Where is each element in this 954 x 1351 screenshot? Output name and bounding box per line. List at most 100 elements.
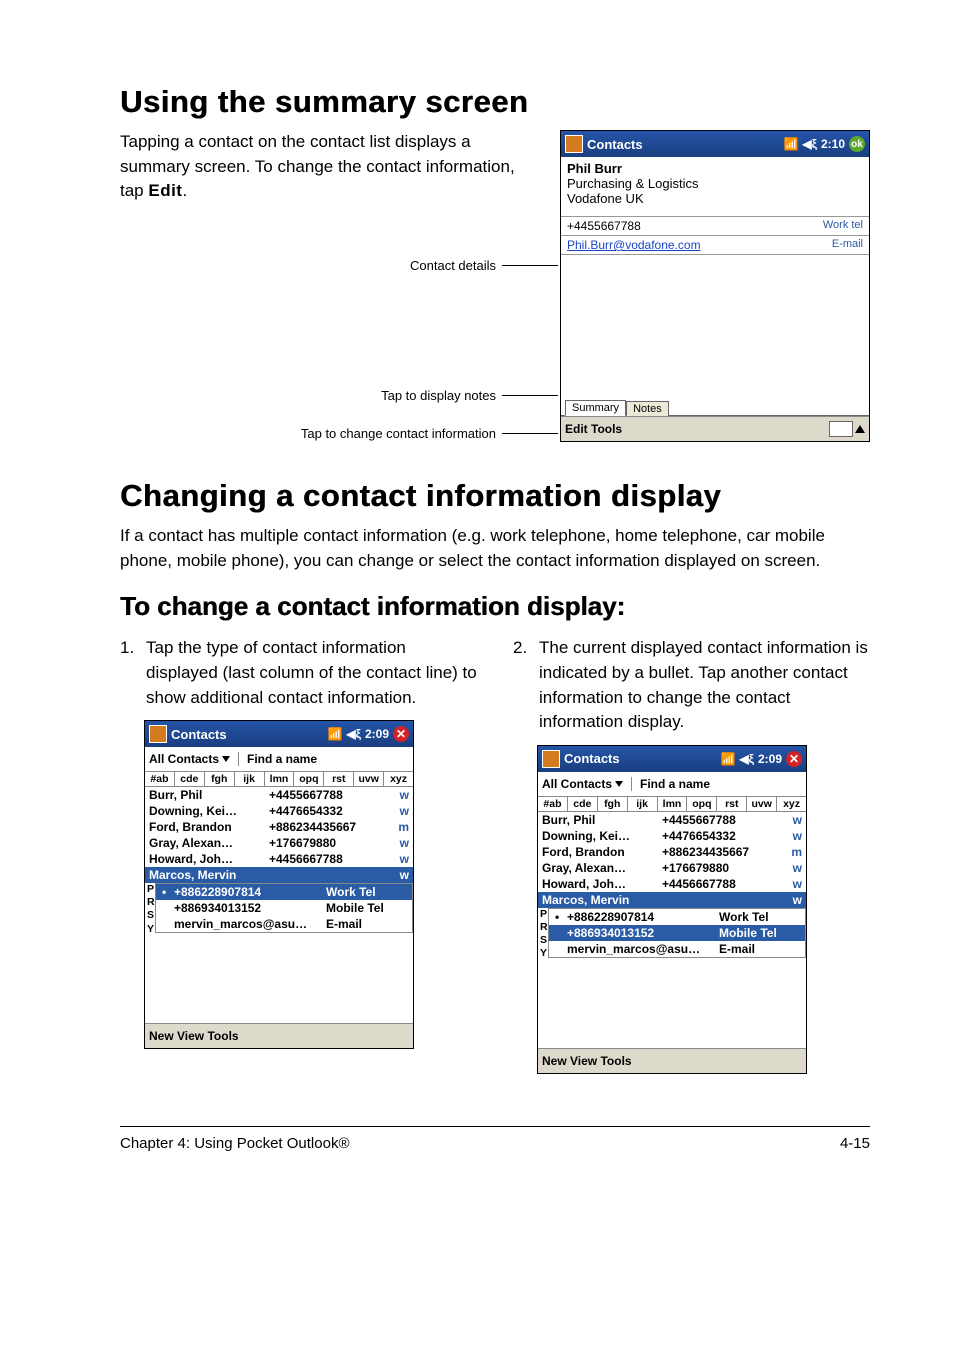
contact-row[interactable]: Ford, Brandon+886234435667m [145,819,413,835]
contact-row-selected[interactable]: Marcos, Mervin w [145,867,413,883]
contact-row[interactable]: Downing, Kei…+4476654332w [538,828,806,844]
contact-row-number: +4455667788 [269,788,391,802]
contact-row[interactable]: Burr, Phil+4455667788w [145,787,413,803]
email-value[interactable]: Phil.Burr@vodafone.com [567,238,832,252]
alpha-segment[interactable]: uvw [354,772,384,786]
new-view-tools-menu[interactable]: New View Tools [149,1029,239,1043]
contact-row-selected[interactable]: Marcos, Mervin w [538,892,806,908]
expand-option[interactable]: mervin_marcos@asu…E-mail [549,941,805,957]
ok-button[interactable]: ok [849,136,865,152]
alpha-segment[interactable]: opq [687,797,717,811]
app-title: Contacts [564,751,620,766]
expand-value: +886228907814 [174,885,326,899]
sel-ind[interactable]: w [784,893,802,907]
alpha-segment[interactable]: #ab [538,797,568,811]
speaker-icon: ◀ξ [802,137,817,151]
alpha-segment[interactable]: lmn [265,772,295,786]
edit-tools-menu[interactable]: Edit Tools [565,422,622,436]
contact-row-number: +4456667788 [662,877,784,891]
expand-type: E-mail [719,942,799,956]
app-icon [565,135,583,153]
contacts-list-screenshot-a: Contacts 📶 ◀ξ 2:09 ✕ All Contacts Find a… [144,720,414,1049]
contact-row-indicator[interactable]: w [784,813,802,827]
expand-value: +886934013152 [567,926,719,940]
tab-summary[interactable]: Summary [565,400,626,416]
sip-up-icon[interactable] [855,425,865,433]
alpha-segment[interactable]: opq [294,772,324,786]
alpha-segment[interactable]: xyz [777,797,806,811]
alpha-segment[interactable]: ijk [628,797,658,811]
contact-row[interactable]: Downing, Kei…+4476654332w [145,803,413,819]
contact-row-name: Ford, Brandon [149,820,269,834]
bullet-icon: • [162,885,174,899]
alpha-segment[interactable]: rst [324,772,354,786]
side-letters: PRSY [540,908,548,961]
edit-word: Edit [148,181,182,200]
category-dropdown[interactable]: All Contacts [542,777,623,791]
contact-row-name: Ford, Brandon [542,845,662,859]
expand-option[interactable]: •+886228907814Work Tel [549,909,805,925]
work-tel-value[interactable]: +4455667788 [567,219,823,233]
contact-row-number: +886234435667 [662,845,784,859]
bullet-icon [555,926,567,940]
tab-notes[interactable]: Notes [626,401,669,416]
alpha-segment[interactable]: fgh [205,772,235,786]
sel-name: Marcos, Mervin [542,893,662,907]
contact-row-indicator[interactable]: w [784,829,802,843]
callout-line [502,433,558,434]
alpha-segment[interactable]: rst [717,797,747,811]
app-icon [542,750,560,768]
new-view-tools-menu[interactable]: New View Tools [542,1054,632,1068]
summary-intro-paragraph: Tapping a contact on the contact list di… [120,130,540,204]
find-name-field[interactable]: Find a name [238,752,409,766]
sel-ind[interactable]: w [391,868,409,882]
contact-row-name: Gray, Alexan… [542,861,662,875]
alpha-index[interactable]: #abcdefghijklmnopqrstuvwxyz [145,772,413,787]
changing-intro-paragraph: If a contact has multiple contact inform… [120,524,870,573]
contact-row[interactable]: Howard, Joh…+4456667788w [538,876,806,892]
alpha-segment[interactable]: uvw [747,797,777,811]
contact-row-indicator[interactable]: w [784,877,802,891]
close-button[interactable]: ✕ [786,751,802,767]
expand-menu-a[interactable]: •+886228907814Work Tel+886934013152Mobil… [155,883,413,933]
app-title: Contacts [171,727,227,742]
chevron-down-icon [615,781,623,787]
expand-menu-b[interactable]: •+886228907814Work Tel+886934013152Mobil… [548,908,806,958]
expand-option[interactable]: mervin_marcos@asu…E-mail [156,916,412,932]
expand-option[interactable]: +886934013152Mobile Tel [156,900,412,916]
alpha-segment[interactable]: lmn [658,797,688,811]
expand-option[interactable]: •+886228907814Work Tel [156,884,412,900]
alpha-segment[interactable]: xyz [384,772,413,786]
close-button[interactable]: ✕ [393,726,409,742]
contact-row-number: +886234435667 [269,820,391,834]
contact-row-indicator[interactable]: w [784,861,802,875]
signal-icon: 📶 [783,137,798,151]
alpha-segment[interactable]: ijk [235,772,265,786]
alpha-segment[interactable]: cde [175,772,205,786]
expand-type: E-mail [326,917,406,931]
category-dropdown[interactable]: All Contacts [149,752,230,766]
alpha-segment[interactable]: #ab [145,772,175,786]
contact-row[interactable]: Burr, Phil+4455667788w [538,812,806,828]
contact-row-indicator[interactable]: m [784,845,802,859]
keyboard-icon[interactable] [829,421,853,437]
contact-row-name: Downing, Kei… [149,804,269,818]
contact-row[interactable]: Gray, Alexan…+176679880w [538,860,806,876]
callout-change-info: Tap to change contact information [301,426,496,441]
system-tray: 📶 ◀ξ 2:10 ok [783,136,865,152]
contact-row[interactable]: Howard, Joh…+4456667788w [145,851,413,867]
contact-row[interactable]: Ford, Brandon+886234435667m [538,844,806,860]
contact-row-indicator[interactable]: w [391,788,409,802]
expand-option[interactable]: +886934013152Mobile Tel [549,925,805,941]
alpha-segment[interactable]: fgh [598,797,628,811]
contact-row-indicator[interactable]: w [391,804,409,818]
speaker-icon: ◀ξ [739,752,754,766]
contact-row-indicator[interactable]: m [391,820,409,834]
category-label: All Contacts [149,752,219,766]
contact-row[interactable]: Gray, Alexan…+176679880w [145,835,413,851]
alpha-segment[interactable]: cde [568,797,598,811]
find-name-field[interactable]: Find a name [631,777,802,791]
contact-row-indicator[interactable]: w [391,836,409,850]
alpha-index[interactable]: #abcdefghijklmnopqrstuvwxyz [538,797,806,812]
contact-row-indicator[interactable]: w [391,852,409,866]
